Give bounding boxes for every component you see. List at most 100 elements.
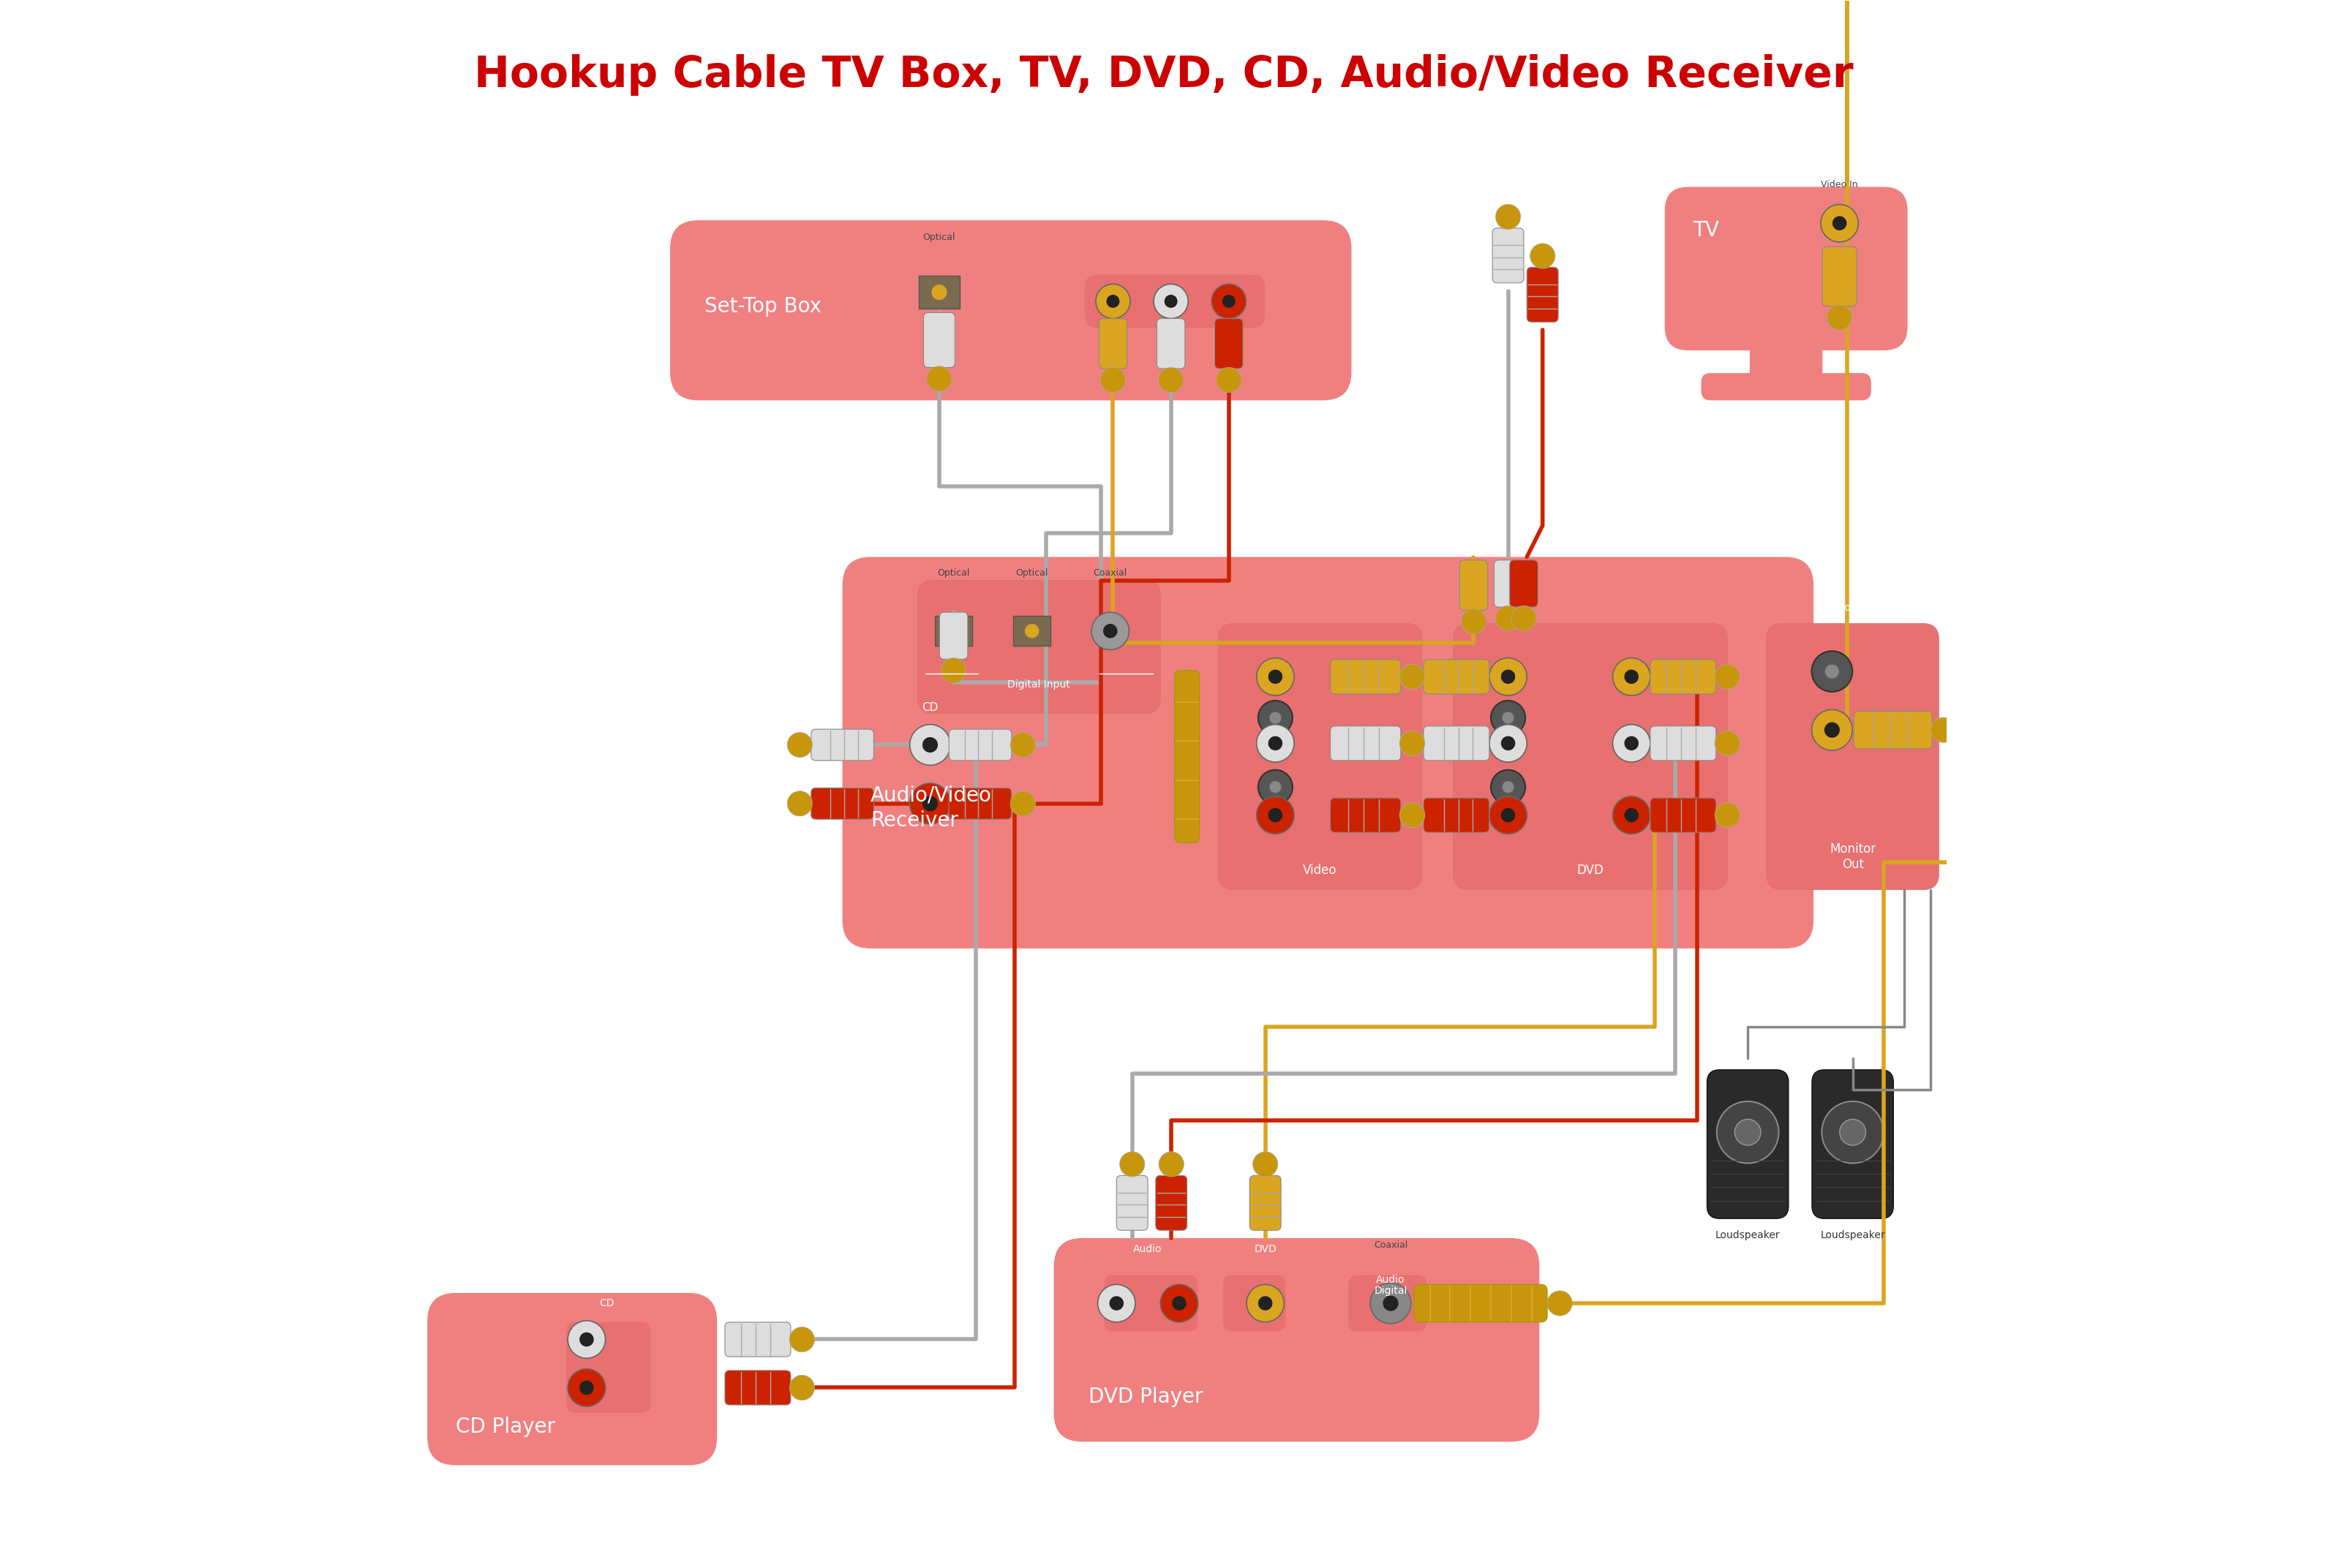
FancyBboxPatch shape [1103, 1275, 1198, 1331]
Circle shape [1931, 718, 1957, 743]
FancyBboxPatch shape [1855, 712, 1931, 750]
FancyBboxPatch shape [1650, 660, 1715, 695]
Circle shape [1259, 770, 1291, 804]
Circle shape [1257, 724, 1294, 762]
Circle shape [1159, 1151, 1184, 1176]
Circle shape [1624, 808, 1638, 822]
Bar [919, 276, 959, 309]
Circle shape [1164, 295, 1177, 307]
FancyBboxPatch shape [1527, 267, 1559, 321]
Text: Digital Input: Digital Input [1008, 679, 1070, 690]
FancyBboxPatch shape [1331, 798, 1401, 833]
Text: Loudspeaker: Loudspeaker [1715, 1231, 1780, 1240]
Circle shape [940, 659, 966, 684]
Circle shape [926, 367, 952, 392]
FancyBboxPatch shape [1424, 726, 1489, 760]
Circle shape [1217, 367, 1240, 392]
FancyBboxPatch shape [1224, 1275, 1287, 1331]
FancyBboxPatch shape [1822, 246, 1857, 306]
Circle shape [1717, 1101, 1778, 1163]
FancyBboxPatch shape [1766, 624, 1938, 889]
Circle shape [1501, 735, 1515, 751]
Bar [1012, 616, 1052, 646]
Circle shape [1257, 659, 1294, 696]
Circle shape [1268, 712, 1282, 724]
Text: Video: Video [1303, 864, 1338, 877]
Circle shape [787, 790, 812, 815]
Circle shape [1734, 1120, 1762, 1145]
Circle shape [1489, 797, 1527, 834]
Circle shape [910, 784, 949, 823]
FancyBboxPatch shape [1708, 1069, 1789, 1218]
FancyBboxPatch shape [726, 1322, 791, 1356]
Circle shape [1624, 735, 1638, 751]
Circle shape [910, 724, 949, 765]
FancyBboxPatch shape [1424, 798, 1489, 833]
Circle shape [789, 1327, 814, 1352]
Circle shape [1010, 732, 1036, 757]
Circle shape [1268, 670, 1282, 684]
Text: Audio/Video
Receiver: Audio/Video Receiver [870, 786, 991, 831]
Text: TV: TV [1694, 220, 1720, 240]
FancyBboxPatch shape [1510, 560, 1538, 607]
Circle shape [1154, 284, 1189, 318]
FancyBboxPatch shape [1650, 726, 1715, 760]
Circle shape [1259, 701, 1291, 735]
Text: Optical: Optical [938, 568, 970, 577]
FancyBboxPatch shape [1454, 624, 1727, 889]
Text: Video In: Video In [1822, 180, 1857, 190]
Circle shape [1715, 665, 1741, 690]
Circle shape [1401, 803, 1424, 828]
FancyBboxPatch shape [1084, 274, 1266, 328]
Text: Set-Top Box: Set-Top Box [705, 296, 821, 317]
FancyBboxPatch shape [842, 557, 1813, 949]
Circle shape [921, 797, 938, 811]
Circle shape [1222, 295, 1236, 307]
Circle shape [1252, 1151, 1278, 1176]
Circle shape [1715, 803, 1741, 828]
Circle shape [1813, 710, 1852, 751]
FancyBboxPatch shape [1215, 318, 1243, 368]
FancyBboxPatch shape [428, 1294, 717, 1465]
Circle shape [947, 624, 961, 638]
FancyBboxPatch shape [949, 787, 1012, 818]
Circle shape [579, 1333, 593, 1347]
Circle shape [1119, 1151, 1145, 1176]
Text: Coaxial: Coaxial [1094, 568, 1126, 577]
Circle shape [1824, 665, 1838, 679]
FancyBboxPatch shape [949, 729, 1012, 760]
Text: Monitor
Out: Monitor Out [1829, 842, 1876, 870]
Text: CD Player: CD Player [456, 1416, 554, 1436]
Circle shape [1501, 808, 1515, 822]
Circle shape [931, 284, 947, 299]
Circle shape [1401, 731, 1424, 756]
Circle shape [1547, 1290, 1573, 1316]
Circle shape [1820, 204, 1859, 241]
FancyBboxPatch shape [1459, 560, 1487, 610]
Circle shape [1813, 651, 1852, 691]
Text: Optical: Optical [924, 234, 956, 243]
Circle shape [1510, 605, 1536, 630]
Bar [935, 616, 973, 646]
Circle shape [1024, 624, 1040, 638]
Circle shape [1173, 1297, 1187, 1311]
FancyBboxPatch shape [1750, 347, 1822, 378]
Circle shape [1827, 304, 1852, 329]
Circle shape [1496, 204, 1520, 229]
Circle shape [1382, 1295, 1399, 1311]
Circle shape [1161, 1284, 1198, 1322]
FancyBboxPatch shape [1250, 1176, 1280, 1231]
Text: CD: CD [921, 702, 938, 713]
FancyBboxPatch shape [1424, 660, 1489, 695]
Circle shape [1841, 1120, 1866, 1145]
Circle shape [1501, 781, 1515, 793]
FancyBboxPatch shape [1331, 726, 1401, 760]
Circle shape [1401, 665, 1424, 690]
Text: Coaxial: Coaxial [1373, 1240, 1408, 1250]
Circle shape [1159, 367, 1184, 392]
Circle shape [1624, 670, 1638, 684]
Circle shape [1496, 605, 1520, 630]
Circle shape [1096, 284, 1131, 318]
FancyBboxPatch shape [1117, 1176, 1147, 1231]
FancyBboxPatch shape [1098, 318, 1126, 368]
